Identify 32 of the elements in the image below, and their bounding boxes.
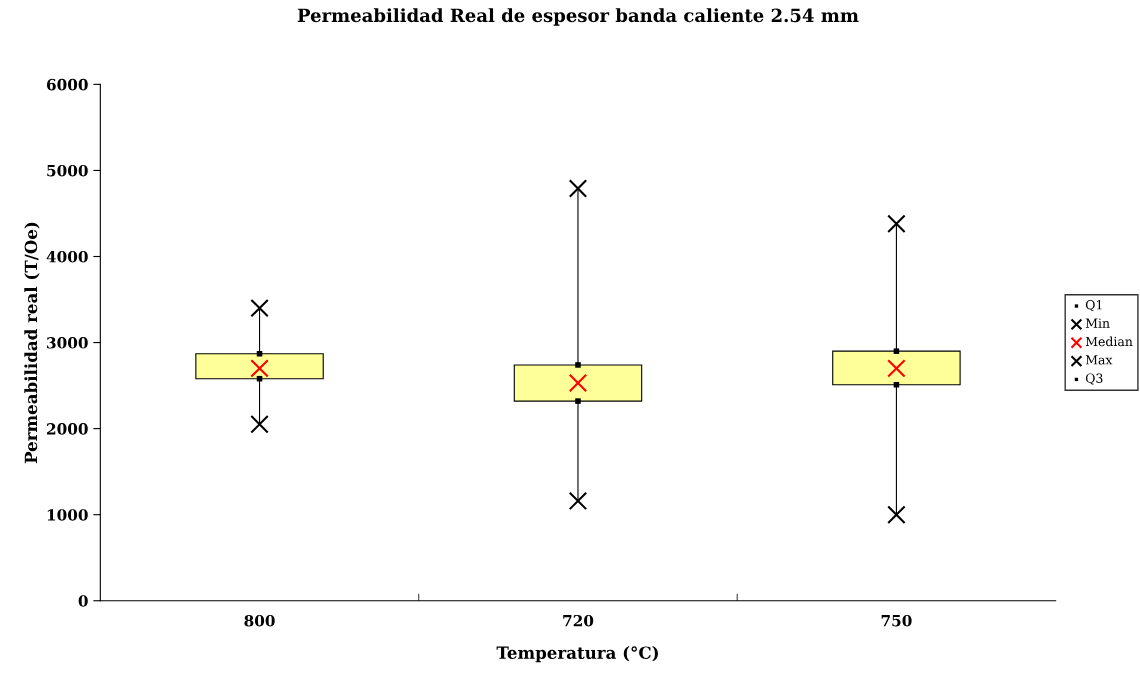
point <box>250 415 269 434</box>
x-tick-label: 720 <box>563 614 594 627</box>
point <box>893 348 900 354</box>
chart-title: Permeabilidad Real de espesor banda caliente 2.54 mm <box>297 8 859 26</box>
y-tick-label: 3000 <box>47 337 88 349</box>
legend-label: Min <box>1085 318 1110 328</box>
legend-label: Q3 <box>1085 373 1103 385</box>
y-tick-label: 6000 <box>46 78 88 91</box>
point <box>568 491 588 511</box>
legend-label: Q1 <box>1085 300 1102 312</box>
y-tick-label: 4000 <box>46 250 88 263</box>
point <box>250 298 269 318</box>
point <box>575 398 581 404</box>
y-tick-label: 5000 <box>47 164 88 177</box>
point <box>893 381 900 388</box>
point <box>568 179 588 198</box>
point <box>575 362 581 368</box>
point <box>887 359 906 378</box>
legend-label: Max <box>1085 355 1113 365</box>
y-tick-label: 1000 <box>47 509 88 521</box>
y-axis-title: Permeabilidad real (T/Oe) <box>24 222 40 464</box>
point <box>887 505 906 524</box>
point <box>250 359 269 378</box>
x-tick-label: 750 <box>881 614 912 627</box>
x-axis-title: Temperatura (°C) <box>496 646 658 663</box>
point <box>887 214 906 234</box>
y-tick-label: 0 <box>78 595 88 607</box>
y-tick-label: 2000 <box>47 423 88 435</box>
legend-label: Median <box>1085 336 1133 347</box>
point <box>256 350 263 357</box>
point <box>568 373 588 393</box>
x-tick-label: 800 <box>244 614 275 627</box>
